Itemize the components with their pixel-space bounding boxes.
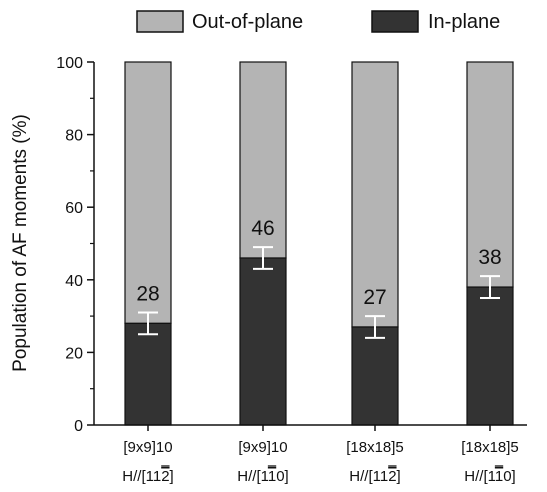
bar-in-plane [351,326,399,426]
y-tick-label: 20 [65,345,83,362]
y-tick-label: 100 [56,55,83,72]
x-tick-label-line2: H//[112] [122,468,173,485]
data-label: 28 [136,282,159,305]
y-axis-label: Population of AF moments (%) [10,114,31,372]
bar-in-plane [239,257,287,426]
overlined-digit: 1 [268,468,276,485]
x-tick-label-line2: H//[112] [349,468,400,485]
data-labels: 28 46 27 38 [136,217,501,309]
bar-out-of-plane [351,61,399,328]
y-tick-label: 0 [74,418,83,435]
overlined-digit: 1 [495,468,503,485]
x-tick-label-line1: [18x18]5 [346,439,404,456]
x-tick-label-line1: [18x18]5 [461,439,519,456]
error-bars [138,246,500,339]
data-label: 27 [363,286,386,309]
x-tick-label-line2: H//[110] [464,468,515,485]
bar-out-of-plane [466,61,514,288]
overlined-digit: 2 [388,468,396,485]
data-label: 46 [251,217,274,240]
data-label: 38 [478,246,501,269]
y-tick-label: 80 [65,128,83,145]
bar-out-of-plane [239,61,287,259]
y-axis: 0 20 40 60 80 100 [56,55,95,435]
bar-out-of-plane [124,61,172,324]
bar-in-plane [466,286,514,426]
x-tick-label-line2: H//[110] [237,468,288,485]
x-axis: [9x9]10 H//[112] [9x9]10 H//[110] [18x18]5 H/… [94,424,527,485]
x-tick-label-line1: [9x9]10 [238,439,287,456]
y-tick-label: 40 [65,273,83,290]
legend-label-in-plane: In-plane [428,11,500,33]
legend: Out-of-plane In-plane [136,10,500,33]
bar-in-plane [124,322,172,426]
legend-swatch-out-of-plane [136,10,184,33]
y-tick-label: 60 [65,200,83,217]
legend-label-out-of-plane: Out-of-plane [192,11,303,33]
bars [124,61,514,426]
x-tick-label-line1: [9x9]10 [123,439,172,456]
overlined-digit: 2 [161,468,169,485]
legend-swatch-in-plane [371,10,419,33]
